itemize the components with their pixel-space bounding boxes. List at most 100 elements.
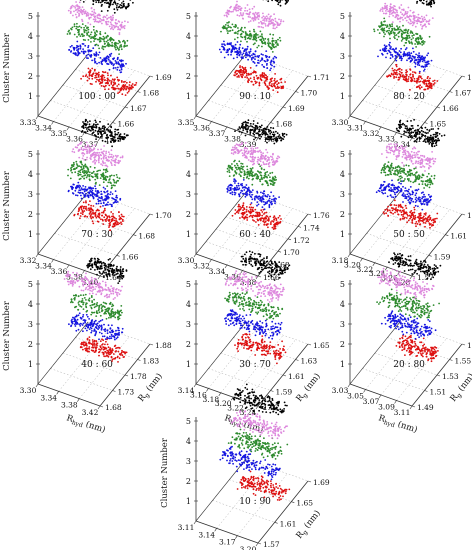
scatter-point: [75, 194, 77, 197]
scatter-point: [265, 15, 268, 18]
scatter-point: [240, 167, 242, 170]
scatter-point: [236, 168, 238, 171]
x-tick-label: 3.30: [178, 256, 195, 265]
scatter-point: [386, 210, 389, 212]
scatter-point: [420, 77, 423, 80]
scatter-point: [262, 26, 264, 29]
scatter-point: [428, 20, 430, 23]
scatter-point: [124, 42, 126, 45]
scatter-point: [426, 202, 429, 204]
scatter-point: [404, 187, 407, 189]
scatter-point: [267, 163, 270, 166]
scatter-point: [262, 200, 265, 203]
scatter-point: [425, 0, 428, 3]
scatter-point: [383, 50, 386, 53]
scatter-point: [425, 14, 428, 17]
scatter-point: [263, 213, 265, 215]
scatter-point: [264, 16, 266, 18]
scatter-point: [385, 56, 387, 59]
scatter-point: [113, 180, 115, 182]
scatter-point: [111, 14, 114, 17]
scatter-point: [94, 12, 97, 15]
scatter-point: [68, 49, 70, 51]
cluster-2-points: [68, 40, 127, 74]
scatter-point: [245, 51, 248, 54]
scatter-point: [406, 193, 409, 196]
scatter-point: [109, 193, 111, 196]
scatter-point: [390, 32, 393, 35]
scatter-point: [105, 0, 107, 2]
scatter-point: [89, 190, 92, 192]
scatter-point: [381, 27, 384, 30]
scatter-point: [118, 32, 121, 34]
scatter-point: [119, 66, 122, 68]
scatter-point: [267, 23, 270, 26]
scatter-point: [82, 75, 85, 78]
scatter-point: [92, 47, 95, 50]
scatter-point: [421, 208, 424, 211]
scatter-point: [109, 156, 112, 158]
scatter-point: [267, 199, 270, 202]
scatter-point: [98, 128, 101, 131]
scatter-point: [88, 123, 91, 126]
x-tick-label: 3.35: [178, 118, 195, 127]
scatter-point: [397, 32, 399, 35]
scatter-point: [405, 19, 408, 22]
z-tick-label: 4: [186, 32, 191, 41]
scatter-point: [246, 216, 249, 219]
scatter-point: [412, 34, 415, 36]
scatter-point: [113, 87, 115, 90]
scatter-point: [273, 219, 275, 221]
scatter-point: [77, 29, 80, 31]
scatter-point: [87, 126, 89, 129]
scatter-point: [107, 2, 110, 5]
scatter-point: [87, 194, 89, 196]
scatter-point: [261, 64, 264, 66]
scatter-point: [388, 27, 390, 30]
scatter-point: [68, 29, 70, 32]
scatter-point: [383, 35, 385, 38]
x-tick-label: 3.30: [332, 118, 349, 127]
scatter-point: [78, 52, 81, 55]
scatter-point: [271, 37, 274, 40]
scatter-point: [401, 193, 404, 196]
scatter-point: [106, 78, 109, 80]
scatter-point: [80, 77, 82, 80]
scatter-point: [431, 183, 434, 185]
y-tick-label: 1.67: [130, 104, 147, 113]
scatter-point: [412, 50, 415, 53]
scatter-point: [275, 222, 278, 225]
scatter-point: [98, 51, 101, 54]
scatter-point: [83, 172, 85, 175]
scatter-point: [102, 199, 104, 201]
scatter-point: [433, 174, 436, 177]
scatter-point: [259, 30, 262, 33]
scatter-point: [96, 0, 99, 1]
scatter-point: [272, 27, 275, 30]
scatter-point: [100, 190, 103, 193]
scatter-point: [77, 212, 79, 215]
scatter-point: [395, 34, 398, 36]
scatter-point: [254, 136, 257, 139]
scatter-point: [77, 172, 79, 175]
scatter-point: [102, 130, 105, 133]
scatter-point: [233, 146, 236, 149]
scatter-point: [94, 31, 96, 34]
scatter-point: [265, 20, 268, 22]
scatter-point: [391, 27, 393, 30]
scatter-point: [258, 22, 260, 24]
scatter-point: [246, 165, 248, 168]
scatter-point: [416, 63, 419, 66]
scatter-point: [132, 1, 134, 4]
scatter-point: [406, 37, 408, 40]
scatter-point: [429, 196, 432, 199]
scatter-point: [92, 211, 94, 214]
scatter-point: [417, 58, 419, 61]
scatter-point: [415, 189, 418, 191]
scatter-point: [383, 187, 385, 189]
z-tick-label: 2: [28, 72, 33, 81]
scatter-point: [243, 186, 245, 189]
scatter-point: [113, 8, 116, 11]
x-tick: [224, 126, 228, 131]
scatter-point: [282, 20, 285, 23]
